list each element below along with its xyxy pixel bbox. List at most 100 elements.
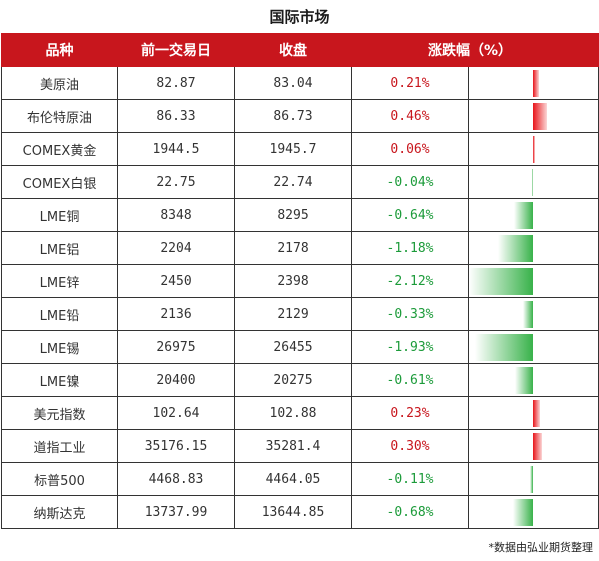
table-body: 美原油 82.87 83.04 0.21% 布伦特原油 86.33 86.73 0.46% CO… bbox=[1, 66, 599, 529]
header-change: 涨跌幅（%） bbox=[351, 33, 599, 67]
row-name: 标普500 bbox=[1, 462, 118, 496]
change-bar bbox=[497, 235, 533, 262]
row-change-bar-cell bbox=[468, 429, 599, 463]
row-change-bar-cell bbox=[468, 198, 599, 232]
row-close: 20275 bbox=[234, 363, 352, 397]
change-bar bbox=[533, 136, 535, 163]
table-row: 标普500 4468.83 4464.05 -0.11% bbox=[1, 462, 599, 496]
row-close: 2398 bbox=[234, 264, 352, 298]
row-close: 8295 bbox=[234, 198, 352, 232]
row-change-bar-cell bbox=[468, 330, 599, 364]
row-close: 13644.85 bbox=[234, 495, 352, 529]
row-close: 26455 bbox=[234, 330, 352, 364]
row-name: 道指工业 bbox=[1, 429, 118, 463]
row-close: 35281.4 bbox=[234, 429, 352, 463]
row-change: -0.64% bbox=[351, 198, 469, 232]
row-name: 美元指数 bbox=[1, 396, 118, 430]
row-name: COMEX白银 bbox=[1, 165, 118, 199]
row-prev: 2450 bbox=[117, 264, 235, 298]
row-prev: 4468.83 bbox=[117, 462, 235, 496]
row-change: -1.93% bbox=[351, 330, 469, 364]
table-row: 纳斯达克 13737.99 13644.85 -0.68% bbox=[1, 495, 599, 529]
row-change: -2.12% bbox=[351, 264, 469, 298]
row-close: 2178 bbox=[234, 231, 352, 265]
row-change: -0.11% bbox=[351, 462, 469, 496]
row-prev: 8348 bbox=[117, 198, 235, 232]
row-prev: 35176.15 bbox=[117, 429, 235, 463]
row-change: -0.04% bbox=[351, 165, 469, 199]
row-change: 0.21% bbox=[351, 66, 469, 100]
row-change-bar-cell bbox=[468, 495, 599, 529]
row-change: -1.18% bbox=[351, 231, 469, 265]
row-close: 102.88 bbox=[234, 396, 352, 430]
row-prev: 2136 bbox=[117, 297, 235, 331]
row-name: COMEX黄金 bbox=[1, 132, 118, 166]
row-change-bar-cell bbox=[468, 132, 599, 166]
table-row: COMEX白银 22.75 22.74 -0.04% bbox=[1, 165, 599, 199]
change-bar bbox=[469, 268, 533, 295]
row-change: -0.33% bbox=[351, 297, 469, 331]
row-name: LME铝 bbox=[1, 231, 118, 265]
row-change-bar-cell bbox=[468, 363, 599, 397]
row-name: 纳斯达克 bbox=[1, 495, 118, 529]
change-bar bbox=[533, 433, 542, 460]
table-row: LME锡 26975 26455 -1.93% bbox=[1, 330, 599, 364]
row-prev: 82.87 bbox=[117, 66, 235, 100]
change-bar bbox=[512, 499, 533, 526]
change-bar bbox=[533, 400, 540, 427]
change-bar bbox=[475, 334, 533, 361]
table-row: 美原油 82.87 83.04 0.21% bbox=[1, 66, 599, 100]
change-bar bbox=[531, 169, 533, 196]
row-name: 美原油 bbox=[1, 66, 118, 100]
change-bar bbox=[533, 103, 547, 130]
row-change-bar-cell bbox=[468, 462, 599, 496]
row-change-bar-cell bbox=[468, 66, 599, 100]
row-close: 86.73 bbox=[234, 99, 352, 133]
row-change: -0.68% bbox=[351, 495, 469, 529]
row-name: LME锡 bbox=[1, 330, 118, 364]
row-prev: 1944.5 bbox=[117, 132, 235, 166]
row-change-bar-cell bbox=[468, 99, 599, 133]
row-prev: 22.75 bbox=[117, 165, 235, 199]
header-close: 收盘 bbox=[234, 33, 352, 67]
table-row: 道指工业 35176.15 35281.4 0.30% bbox=[1, 429, 599, 463]
change-bar bbox=[523, 301, 533, 328]
row-change-bar-cell bbox=[468, 165, 599, 199]
header-name: 品种 bbox=[1, 33, 118, 67]
change-bar bbox=[513, 202, 533, 229]
table-row: LME铜 8348 8295 -0.64% bbox=[1, 198, 599, 232]
row-change: -0.61% bbox=[351, 363, 469, 397]
row-close: 83.04 bbox=[234, 66, 352, 100]
change-bar bbox=[529, 466, 533, 493]
header-prev: 前一交易日 bbox=[117, 33, 235, 67]
table-header-row: 品种 前一交易日 收盘 涨跌幅（%） bbox=[1, 33, 599, 67]
row-name: LME铅 bbox=[1, 297, 118, 331]
row-prev: 102.64 bbox=[117, 396, 235, 430]
row-close: 2129 bbox=[234, 297, 352, 331]
row-change-bar-cell bbox=[468, 297, 599, 331]
table-row: LME镍 20400 20275 -0.61% bbox=[1, 363, 599, 397]
row-prev: 13737.99 bbox=[117, 495, 235, 529]
row-change: 0.46% bbox=[351, 99, 469, 133]
market-table: 品种 前一交易日 收盘 涨跌幅（%） 美原油 82.87 83.04 0.21% 布伦特… bbox=[1, 33, 599, 529]
row-close: 22.74 bbox=[234, 165, 352, 199]
row-name: 布伦特原油 bbox=[1, 99, 118, 133]
table-row: LME锌 2450 2398 -2.12% bbox=[1, 264, 599, 298]
row-name: LME镍 bbox=[1, 363, 118, 397]
row-close: 1945.7 bbox=[234, 132, 352, 166]
row-change: 0.06% bbox=[351, 132, 469, 166]
table-row: 布伦特原油 86.33 86.73 0.46% bbox=[1, 99, 599, 133]
table-row: LME铅 2136 2129 -0.33% bbox=[1, 297, 599, 331]
change-bar bbox=[533, 70, 540, 97]
table-row: COMEX黄金 1944.5 1945.7 0.06% bbox=[1, 132, 599, 166]
row-prev: 20400 bbox=[117, 363, 235, 397]
table-row: 美元指数 102.64 102.88 0.23% bbox=[1, 396, 599, 430]
row-prev: 26975 bbox=[117, 330, 235, 364]
row-change-bar-cell bbox=[468, 264, 599, 298]
row-prev: 2204 bbox=[117, 231, 235, 265]
row-prev: 86.33 bbox=[117, 99, 235, 133]
row-name: LME铜 bbox=[1, 198, 118, 232]
row-name: LME锌 bbox=[1, 264, 118, 298]
row-change: 0.30% bbox=[351, 429, 469, 463]
table-row: LME铝 2204 2178 -1.18% bbox=[1, 231, 599, 265]
